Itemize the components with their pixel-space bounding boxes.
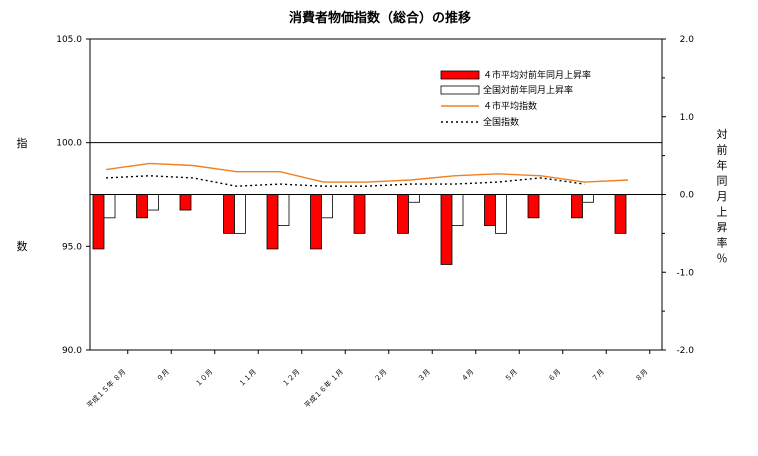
bar-national-rate bbox=[408, 194, 420, 203]
left-axis-label-char: 数 bbox=[17, 240, 28, 253]
bar-4city-rate bbox=[92, 194, 105, 250]
bar-4city-rate bbox=[310, 194, 322, 250]
legend-label: 全国対前年同月上昇率 bbox=[483, 84, 573, 96]
right-tick-label: 0.0 bbox=[680, 191, 695, 201]
bar-4city-rate bbox=[527, 194, 540, 219]
right-tick-label: 1.0 bbox=[680, 113, 695, 123]
x-tick-label: ３月 bbox=[416, 368, 432, 384]
plot-area bbox=[92, 162, 629, 265]
right-tick-label: -1.0 bbox=[676, 268, 694, 278]
bar-national-rate bbox=[451, 194, 464, 227]
right-axis-label-char: 月 bbox=[717, 190, 728, 203]
left-tick-label: 100.0 bbox=[56, 139, 82, 149]
bar-4city-rate bbox=[136, 194, 148, 219]
left-axis-label-char: 指 bbox=[17, 136, 28, 150]
x-tick-label: ４月 bbox=[460, 368, 476, 384]
legend-swatch bbox=[440, 85, 480, 95]
x-tick-label: ９月 bbox=[155, 368, 171, 384]
chart-title: 消費者物価指数（総合）の推移 bbox=[289, 10, 471, 26]
bar-4city-rate bbox=[484, 194, 496, 227]
legend-label: ４市平均対前年同月上昇率 bbox=[483, 69, 591, 81]
bar-4city-rate bbox=[179, 194, 192, 211]
bar-national-rate bbox=[103, 194, 116, 219]
legend-label: ４市平均指数 bbox=[483, 100, 537, 112]
right-axis-label-char: 率 bbox=[717, 236, 728, 250]
x-tick-label: ８月 bbox=[634, 368, 650, 384]
right-axis-label-char: 対 bbox=[717, 127, 728, 141]
line-4city-index bbox=[105, 162, 629, 183]
x-tick-label: 平成１５年 ８月 bbox=[85, 367, 128, 410]
x-tick-label: １１月 bbox=[237, 368, 258, 389]
x-tick-label: ６月 bbox=[547, 368, 563, 384]
bar-4city-rate bbox=[614, 194, 627, 234]
right-axis-label-char: 上 bbox=[717, 206, 728, 219]
right-axis-label-char: ％ bbox=[717, 252, 728, 265]
left-tick-label: 95.0 bbox=[62, 242, 82, 252]
right-axis-label-char: 昇 bbox=[717, 221, 728, 234]
line-national-index bbox=[105, 175, 585, 187]
x-tick-label: ７月 bbox=[590, 368, 606, 384]
legend-label: 全国指数 bbox=[483, 116, 519, 128]
bar-national-rate bbox=[582, 194, 594, 203]
bar-national-rate bbox=[234, 194, 246, 234]
right-tick-label: 2.0 bbox=[680, 35, 695, 45]
x-tick-label: １０月 bbox=[194, 368, 215, 389]
bar-4city-rate bbox=[397, 194, 409, 234]
left-tick-label: 90.0 bbox=[62, 346, 82, 356]
x-tick-label: 平成１６年 １月 bbox=[302, 367, 345, 410]
bar-national-rate bbox=[147, 194, 159, 211]
bar-4city-rate bbox=[223, 194, 235, 234]
bar-national-rate bbox=[321, 194, 333, 219]
bar-4city-rate bbox=[440, 194, 453, 265]
bar-4city-rate bbox=[353, 194, 366, 234]
x-tick-label: １２月 bbox=[281, 368, 302, 389]
right-tick-label: -2.0 bbox=[676, 346, 694, 356]
legend-swatch bbox=[440, 70, 480, 80]
bar-4city-rate bbox=[266, 194, 279, 250]
right-axis-label-char: 前 bbox=[717, 143, 728, 157]
right-axis-label-char: 同 bbox=[717, 175, 728, 188]
bar-national-rate bbox=[277, 194, 290, 227]
bar-4city-rate bbox=[571, 194, 583, 219]
left-tick-label: 105.0 bbox=[56, 35, 82, 45]
x-tick-label: ５月 bbox=[503, 368, 519, 384]
right-axis-label-char: 年 bbox=[717, 158, 728, 172]
bar-national-rate bbox=[495, 194, 507, 234]
x-tick-label: ２月 bbox=[373, 368, 389, 384]
